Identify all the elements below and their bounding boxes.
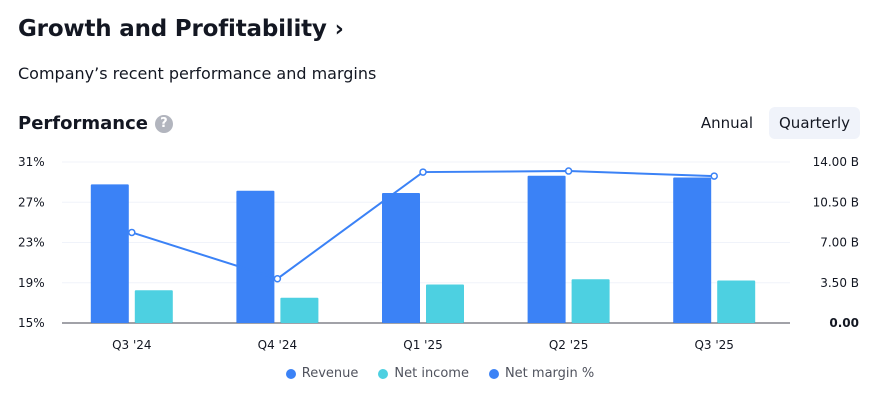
section-title-link[interactable]: Growth and Profitability › <box>18 16 344 42</box>
revenue-bar <box>90 184 129 323</box>
net-margin-point <box>710 172 718 180</box>
revenue-bar <box>527 175 566 323</box>
annual-button[interactable]: Annual <box>700 114 753 132</box>
net-income-bar <box>134 290 173 323</box>
net-margin-point <box>128 228 136 237</box>
x-tick-label: Q3 '25 <box>694 338 733 352</box>
right-tick-label: 7.00 B <box>820 236 859 250</box>
right-tick-label: 14.00 B <box>813 155 859 169</box>
x-tick-label: Q1 '25 <box>403 338 442 352</box>
legend-net-margin-label: Net margin % <box>504 366 595 381</box>
legend-revenue-label: Revenue <box>301 366 359 381</box>
legend-net-income-label: Net income <box>394 366 469 381</box>
chevron-right-icon: › <box>334 16 344 42</box>
right-tick-label: 10.50 B <box>813 195 859 209</box>
right-tick-label: 3.50 B <box>820 276 859 290</box>
net-income-dot-icon <box>378 368 389 379</box>
revenue-bar <box>236 190 275 323</box>
net-margin-line <box>131 170 715 280</box>
x-tick-label: Q4 '24 <box>258 338 297 352</box>
performance-chart: 31% 14.00 B 27% 10.50 B 23% 7.00 B 19% 3.50 B 15… <box>18 155 859 352</box>
chart-legend: Revenue Net income Net margin % <box>0 366 880 381</box>
left-tick-label: 19% <box>18 276 45 290</box>
quarterly-button[interactable]: Quarterly <box>769 107 860 139</box>
net-income-bar <box>717 280 756 323</box>
left-tick-label: 23% <box>18 236 45 250</box>
page-title: Growth and Profitability <box>18 16 327 42</box>
net-income-bar <box>426 284 464 323</box>
net-margin-point <box>419 168 427 176</box>
x-tick-label: Q2 '25 <box>549 338 588 352</box>
net-income-bar <box>571 279 610 323</box>
net-margin-point <box>564 167 573 175</box>
net-margin-dot-icon <box>488 368 499 379</box>
net-income-bar <box>280 297 319 323</box>
performance-heading: Performance <box>18 113 148 134</box>
page-subtitle: Company’s recent performance and margins <box>18 64 377 83</box>
legend-net-income[interactable]: Net income <box>378 366 469 381</box>
period-toggle: Annual Quarterly <box>691 107 860 139</box>
x-tick-label: Q3 '24 <box>112 338 151 352</box>
help-icon[interactable]: ? <box>154 114 173 133</box>
legend-net-margin[interactable]: Net margin % <box>488 366 595 381</box>
legend-revenue[interactable]: Revenue <box>285 366 359 381</box>
revenue-bar <box>382 193 420 323</box>
left-tick-label: 31% <box>18 155 45 169</box>
revenue-bar <box>673 177 712 323</box>
left-tick-label: 27% <box>18 195 45 209</box>
net-margin-point <box>273 274 282 283</box>
right-tick-label: 0.00 <box>829 316 859 330</box>
left-tick-label: 15% <box>18 316 45 330</box>
revenue-dot-icon <box>285 368 296 379</box>
